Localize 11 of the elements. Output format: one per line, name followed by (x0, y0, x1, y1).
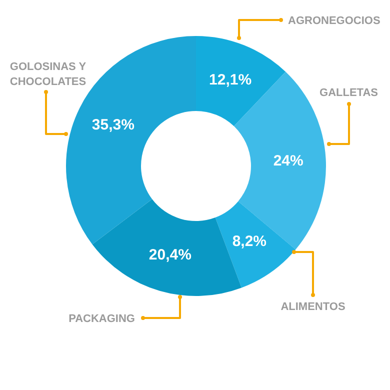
donut-slice (215, 201, 296, 288)
slice-label: AGRONEGOCIOS (288, 15, 380, 27)
slice-label: GOLOSINAS Y CHOCOLATES (10, 61, 87, 88)
data-label: 8,2% (232, 233, 267, 250)
slice-label: GALLETAS (320, 87, 378, 99)
data-label: 20,4% (148, 246, 192, 264)
slice-label: ALIMENTOS (280, 301, 346, 313)
data-label: 12,1% (209, 72, 252, 89)
data-label: 24% (273, 152, 304, 170)
slice-label: PACKAGING (68, 313, 135, 325)
data-label: 35,3% (92, 116, 134, 134)
